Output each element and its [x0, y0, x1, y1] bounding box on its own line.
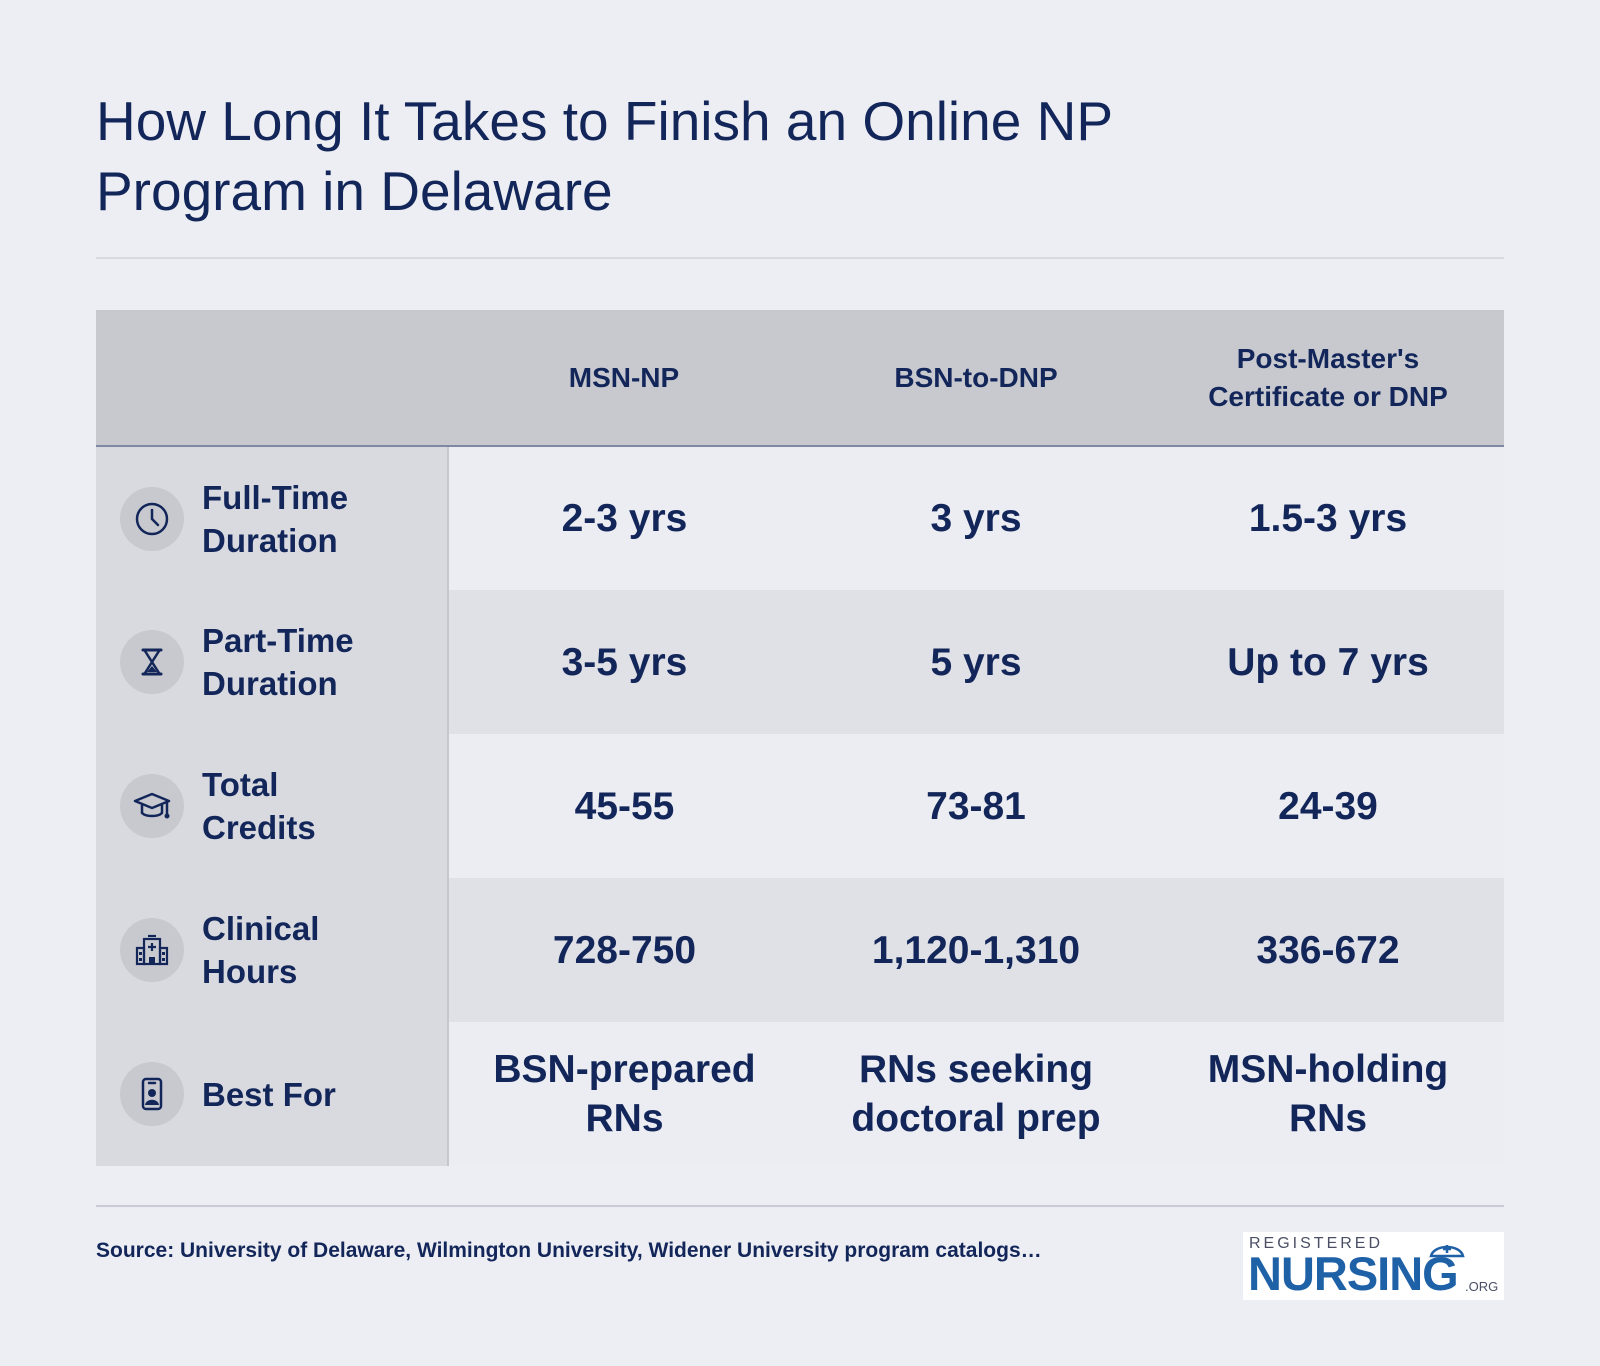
table-cell: MSN-holding RNs	[1152, 1022, 1504, 1166]
row-header-clinical-hours: Clinical Hours	[96, 878, 449, 1022]
source-note: Source: University of Delaware, Wilmingt…	[96, 1239, 1042, 1262]
table-cell: 5 yrs	[800, 590, 1152, 734]
table-cell: BSN-prepared RNs	[448, 1022, 800, 1166]
logo-top-text: REGISTERED	[1249, 1235, 1384, 1252]
table-header-row: MSN-NP BSN-to-DNP Post-Master's Certific…	[96, 310, 1504, 447]
divider	[96, 257, 1504, 259]
row-label: Total Credits	[202, 766, 316, 846]
row-label: Part-Time Duration	[202, 622, 354, 702]
clock-icon	[120, 486, 184, 551]
hospital-icon	[120, 918, 184, 982]
logo-suffix-text: .ORG	[1465, 1279, 1499, 1294]
row-label: Full-Time Duration	[202, 478, 349, 559]
table-cell: 2-3 yrs	[448, 446, 800, 590]
column-header-blank	[96, 310, 448, 447]
table-cell: 1.5-3 yrs	[1152, 446, 1504, 590]
comparison-table: MSN-NP BSN-to-DNP Post-Master's Certific…	[96, 310, 1504, 1166]
table-row: Total Credits 45-55 73-81 24-39	[96, 734, 1504, 878]
table-cell: 1,120-1,310	[800, 878, 1152, 1022]
divider	[96, 1205, 1504, 1207]
table-cell: 3 yrs	[800, 446, 1152, 590]
row-header-full-time: Full-Time Duration	[96, 446, 449, 590]
table-cell: RNs seeking doctoral prep	[800, 1022, 1152, 1166]
row-header-best-for: Best For	[96, 1022, 449, 1166]
graduation-cap-icon	[120, 774, 184, 838]
logo-main-text: NURSING	[1248, 1247, 1459, 1300]
hourglass-icon	[120, 630, 184, 694]
table-cell: 3-5 yrs	[448, 590, 800, 734]
table-cell: 336-672	[1152, 878, 1504, 1022]
row-header-part-time: Part-Time Duration	[96, 590, 449, 734]
table-row: Part-Time Duration 3-5 yrs 5 yrs Up to 7…	[96, 590, 1504, 734]
row-label: Best For	[202, 1075, 336, 1113]
page-title: How Long It Takes to Finish an Online NP…	[96, 90, 1113, 222]
table-cell: Up to 7 yrs	[1152, 590, 1504, 734]
table-cell: 73-81	[800, 734, 1152, 878]
table-row: Full-Time Duration 2-3 yrs 3 yrs 1.5-3 y…	[96, 446, 1504, 590]
row-header-total-credits: Total Credits	[96, 734, 449, 878]
table-cell: 45-55	[448, 734, 800, 878]
id-badge-icon	[120, 1062, 184, 1126]
column-header-msn-np: MSN-NP	[448, 310, 800, 447]
table-row: Best For BSN-prepared RNs RNs seeking do…	[96, 1022, 1504, 1166]
table-cell: 728-750	[448, 878, 800, 1022]
registered-nursing-logo: REGISTERED NURSING .ORG	[1243, 1232, 1504, 1300]
table-cell: 24-39	[1152, 734, 1504, 878]
table-row: Clinical Hours 728-750 1,120-1,310 336-6…	[96, 878, 1504, 1022]
nurse-cap-icon	[1429, 1245, 1465, 1258]
row-label: Clinical Hours	[202, 910, 320, 990]
column-header-post-masters: Post-Master's Certificate or DNP	[1152, 310, 1504, 447]
column-header-bsn-to-dnp: BSN-to-DNP	[800, 310, 1152, 447]
